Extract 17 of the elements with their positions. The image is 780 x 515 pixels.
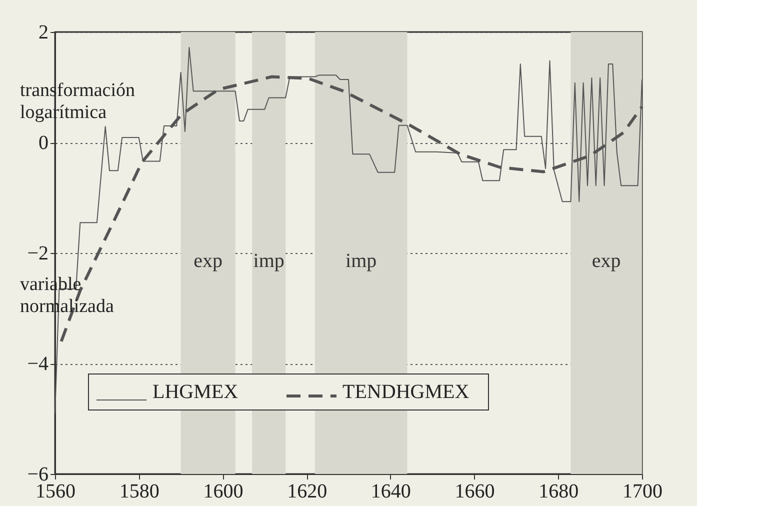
x-tick-label: 1660 — [454, 480, 495, 502]
band-label: exp — [194, 250, 222, 272]
legend-label: TENDHGMEX — [342, 381, 470, 403]
x-tick-label: 1640 — [370, 480, 411, 502]
legend-label: LHGMEX — [152, 381, 239, 403]
y-tick-label: 2 — [38, 22, 48, 44]
y-tick-label: −4 — [27, 353, 48, 375]
x-tick-label: 1600 — [203, 480, 244, 502]
x-tick-label: 1580 — [119, 480, 160, 502]
band-label: imp — [346, 250, 377, 272]
x-tick-label: 1680 — [538, 480, 579, 502]
x-tick-label: 1620 — [287, 480, 328, 502]
band-label: exp — [592, 250, 621, 272]
x-tick-label: 1700 — [622, 480, 662, 502]
y-tick-label: 0 — [38, 132, 48, 154]
y-tick-label: −2 — [27, 242, 48, 264]
band-label: imp — [253, 250, 284, 272]
